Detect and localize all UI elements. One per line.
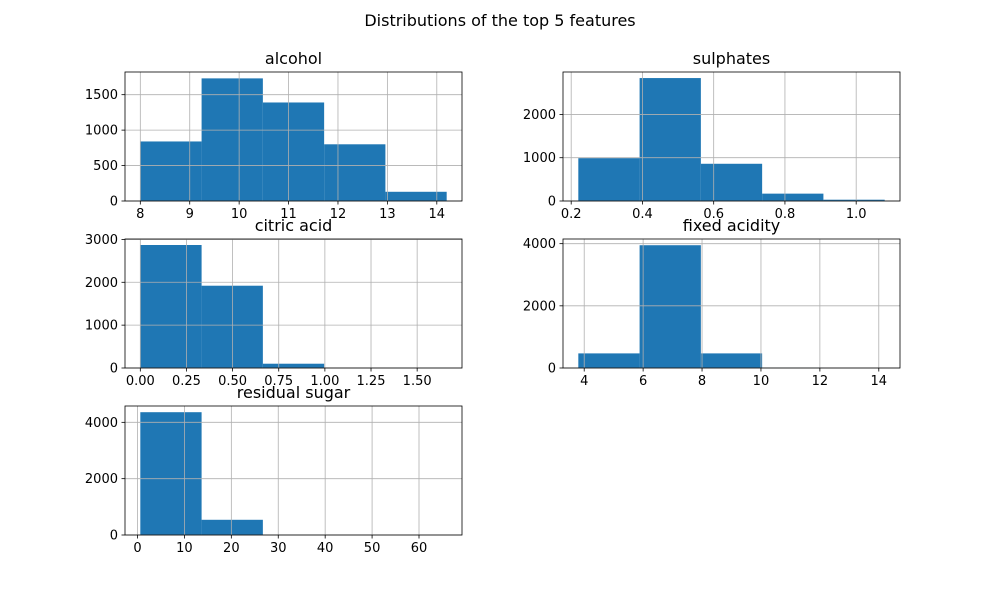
x-tick-label: 12	[330, 207, 347, 222]
histogram-bar	[201, 78, 263, 201]
x-tick-label: 0.75	[264, 374, 293, 389]
y-tick-label: 0	[110, 529, 118, 544]
histogram-bar	[700, 163, 763, 201]
x-tick-label: 50	[364, 541, 381, 556]
x-tick-label: 0.6	[703, 207, 724, 222]
x-tick-label: 0	[133, 541, 141, 556]
histogram-bar	[140, 412, 202, 535]
subplot-title: fixed acidity	[683, 216, 781, 235]
histogram-bar	[700, 353, 763, 368]
histogram-bar	[578, 158, 640, 201]
y-tick-label: 2000	[523, 108, 556, 123]
x-tick-label: 10	[176, 541, 193, 556]
y-tick-label: 1000	[85, 124, 118, 139]
x-tick-label: 30	[270, 541, 287, 556]
subplot-title: alcohol	[265, 49, 322, 68]
axes-frame	[562, 238, 901, 369]
axes-frame	[124, 405, 463, 536]
y-tick-label: 1000	[85, 319, 118, 334]
histogram-bar	[578, 353, 640, 368]
x-tick-label: 1.00	[310, 374, 339, 389]
x-tick-label: 8	[698, 374, 706, 389]
x-tick-label: 8	[136, 207, 144, 222]
y-tick-label: 2000	[523, 299, 556, 314]
axes-frame	[124, 71, 463, 202]
y-tick-label: 3000	[85, 233, 118, 248]
x-tick-label: 60	[411, 541, 428, 556]
x-tick-label: 10	[231, 207, 248, 222]
x-tick-label: 40	[317, 541, 334, 556]
x-tick-label: 1.50	[403, 374, 432, 389]
x-tick-label: 4	[580, 374, 588, 389]
histogram-bar	[324, 144, 386, 201]
histogram-bar	[385, 191, 447, 201]
y-tick-label: 0	[548, 195, 556, 210]
y-tick-label: 2000	[85, 472, 118, 487]
histogram-bar	[639, 78, 701, 201]
x-tick-label: 6	[639, 374, 647, 389]
y-tick-label: 0	[110, 195, 118, 210]
axes-frame	[124, 238, 463, 369]
histogram-bar	[140, 141, 202, 201]
histogram-bar	[262, 102, 325, 201]
x-tick-label: 14	[871, 374, 888, 389]
y-tick-label: 1500	[85, 88, 118, 103]
x-tick-label: 20	[223, 541, 240, 556]
x-tick-label: 1.0	[846, 207, 867, 222]
y-tick-label: 1000	[523, 151, 556, 166]
axes-frame	[562, 71, 901, 202]
histogram-bar	[201, 519, 263, 535]
x-tick-label: 0.4	[632, 207, 653, 222]
y-tick-label: 2000	[85, 276, 118, 291]
x-tick-label: 0.00	[126, 374, 155, 389]
subplot-sulphates: 0.2 0.4 0.6 0.8 1.0 0 1000 2000 sulphates	[523, 49, 901, 222]
subplot-residual-sugar: 0 10 20 30 40 50 60 0 2000 4000 residual sugar	[85, 383, 463, 556]
subplot-title: citric acid	[255, 216, 333, 235]
x-tick-label: 11	[280, 207, 297, 222]
histogram-bar	[140, 245, 202, 368]
histogram-bar	[262, 363, 325, 368]
x-tick-label: 0.2	[561, 207, 582, 222]
y-tick-label: 0	[548, 362, 556, 377]
subplot-alcohol: 8 9 10 11 12 13 14 0 500 1000 1500 alcohol	[85, 49, 463, 222]
y-tick-label: 500	[93, 159, 118, 174]
y-tick-label: 4000	[523, 237, 556, 252]
histogram-bar	[639, 245, 701, 368]
subplot-title: residual sugar	[237, 383, 351, 402]
x-tick-label: 0.50	[218, 374, 247, 389]
subplot-title: sulphates	[693, 49, 770, 68]
figure-suptitle: Distributions of the top 5 features	[364, 11, 635, 30]
y-tick-label: 0	[110, 362, 118, 377]
subplot-fixed-acidity: 4 6 8 10 12 14 0 2000 4000 fixed acidity	[523, 216, 901, 389]
x-tick-label: 0.8	[775, 207, 796, 222]
subplot-citric-acid: 0.00 0.25 0.50 0.75 1.00 1.25 1.50 0 1000 2000 300…	[85, 216, 463, 389]
x-tick-label: 0.25	[172, 374, 201, 389]
y-tick-label: 4000	[85, 416, 118, 431]
x-tick-label: 14	[429, 207, 446, 222]
x-tick-label: 1.25	[357, 374, 386, 389]
x-tick-label: 12	[812, 374, 829, 389]
x-tick-label: 13	[379, 207, 396, 222]
histogram-bar	[762, 193, 824, 201]
histogram-bar	[823, 199, 885, 201]
x-tick-label: 10	[753, 374, 770, 389]
x-tick-label: 9	[186, 207, 194, 222]
